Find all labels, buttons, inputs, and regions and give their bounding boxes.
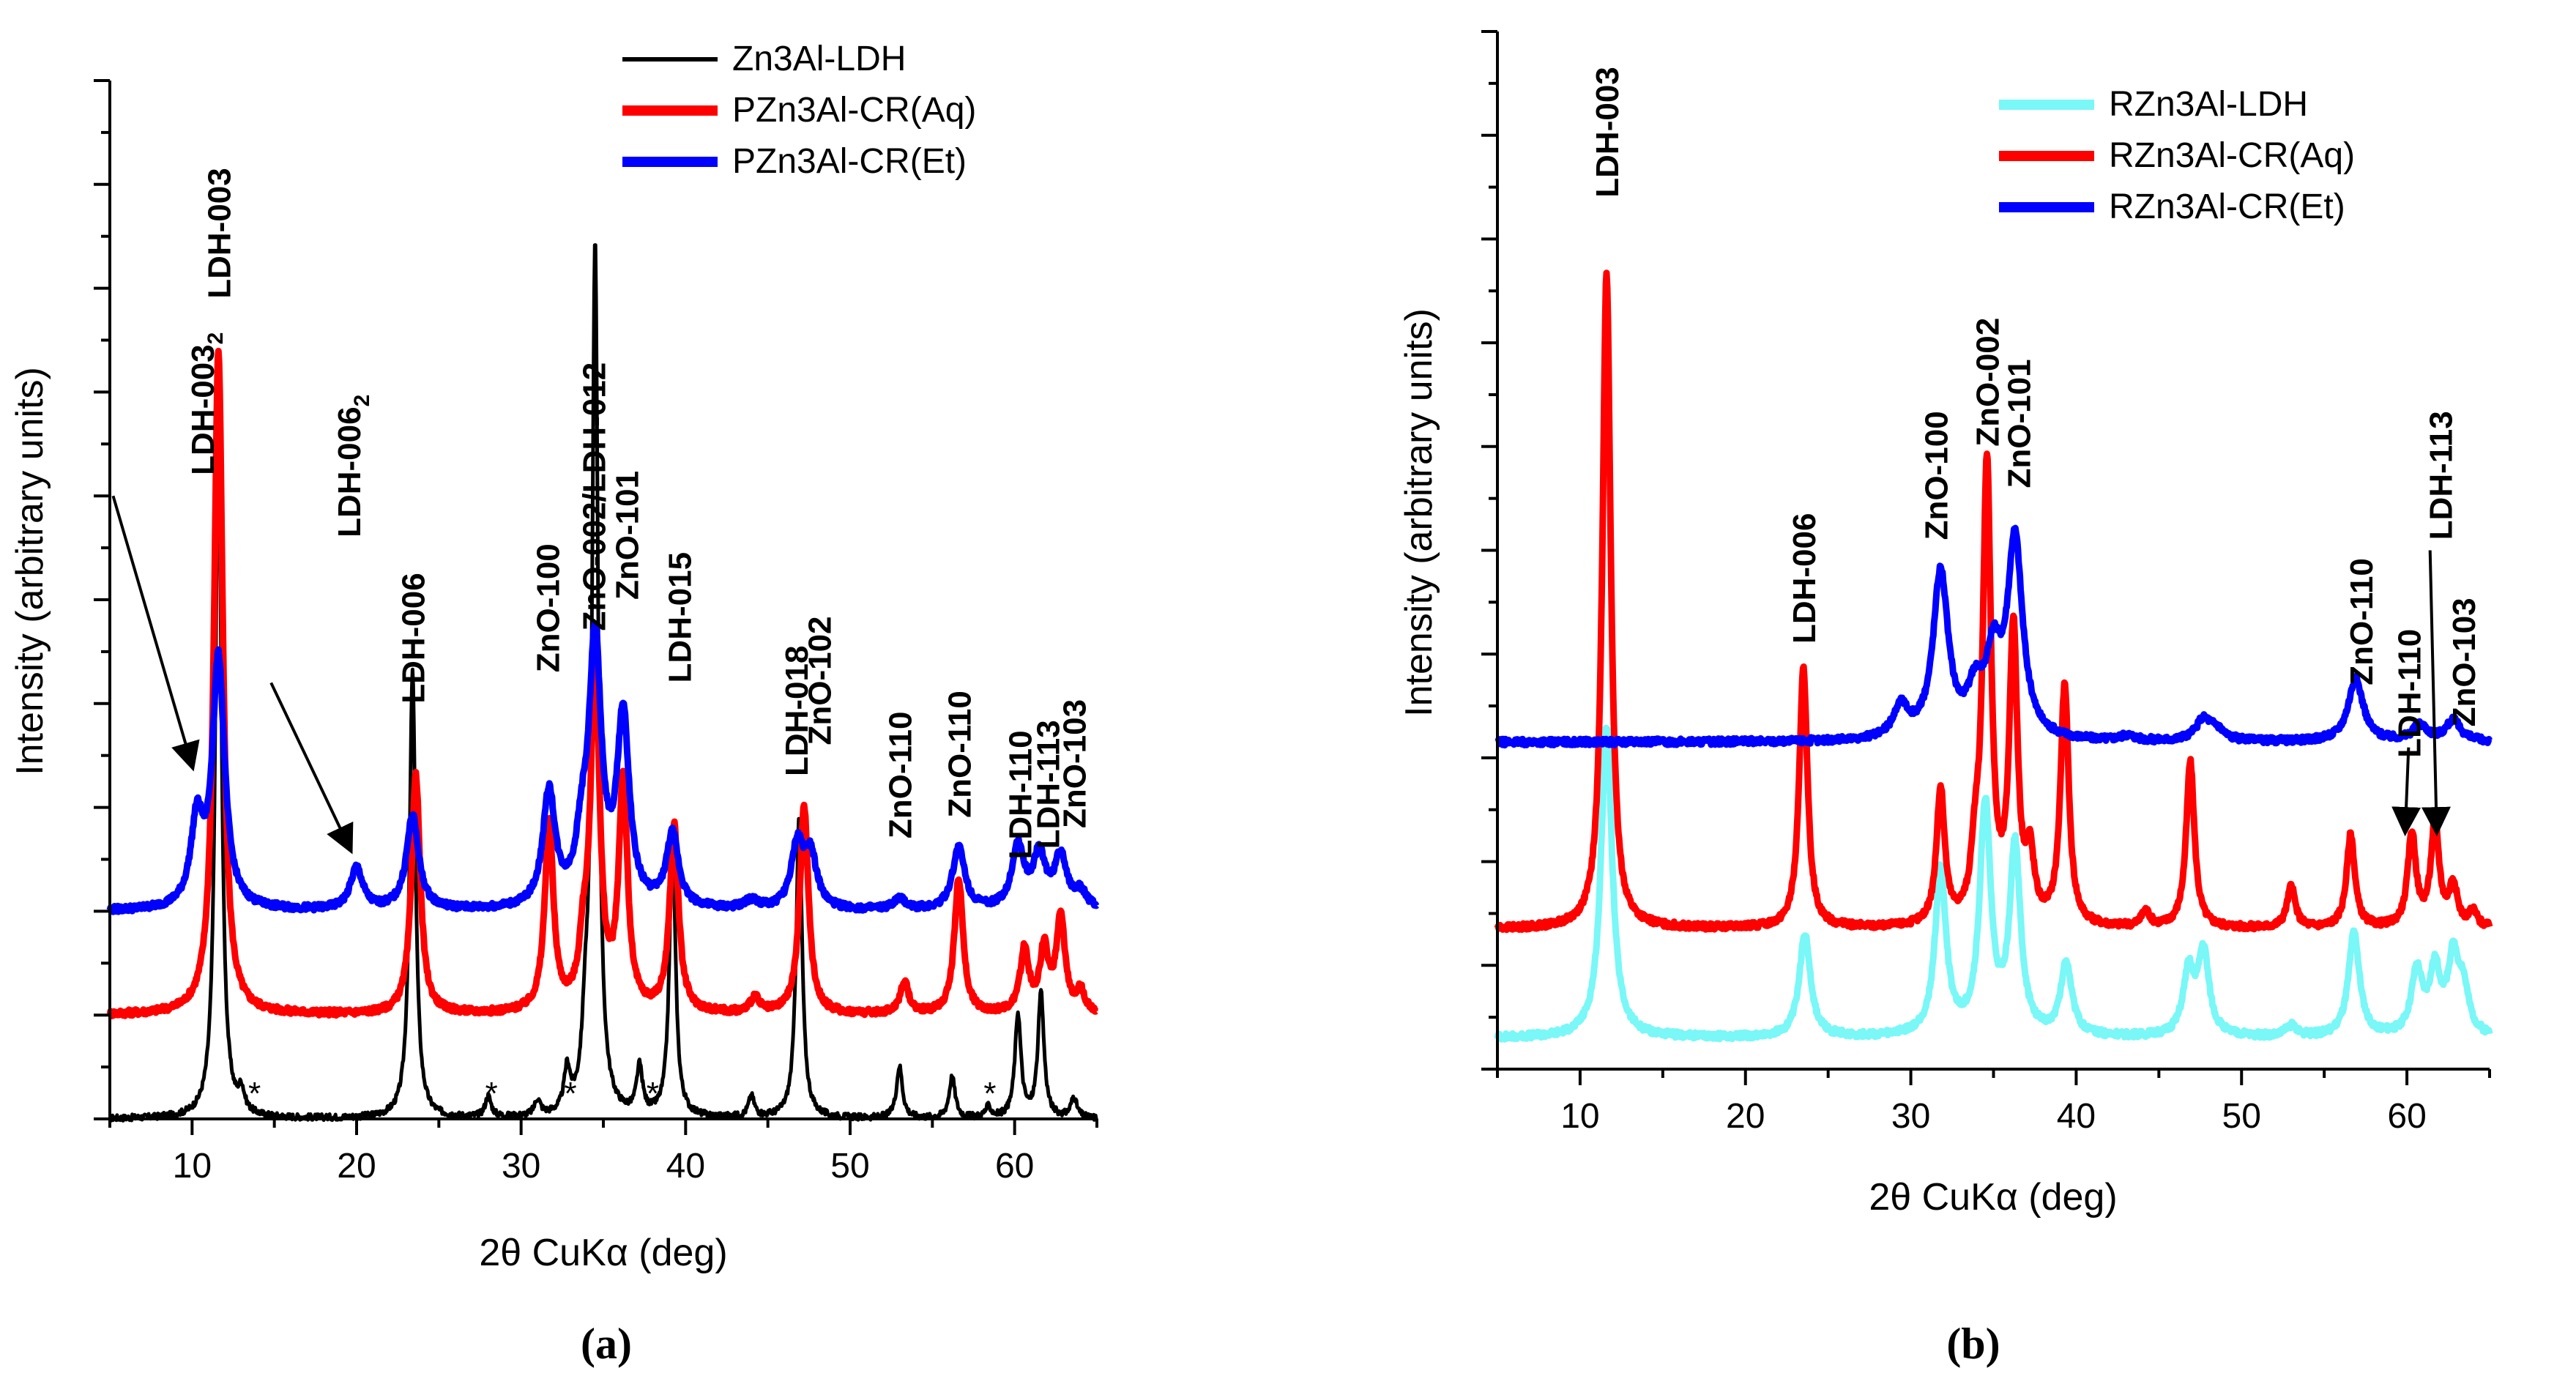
- peak-label: ZnO-101: [2001, 359, 2037, 488]
- peak-label: LDH-113: [2423, 411, 2459, 540]
- x-tick-label: 50: [2222, 1097, 2261, 1136]
- x-tick-label: 60: [995, 1147, 1034, 1186]
- x-tick-label: 40: [2057, 1097, 2096, 1136]
- x-tick-label: 50: [830, 1147, 869, 1186]
- peak-label: ZnO-103: [2446, 598, 2482, 726]
- panel-a: 10 20 30 40 50 60 LDH-0032LDH-003LDH-0062LDH-…: [9, 40, 1100, 1368]
- x-tick-label: 30: [502, 1147, 540, 1186]
- panel-a-x-axis-title: 2θ CuKα (deg): [479, 1232, 727, 1274]
- annotation-arrow: [2391, 747, 2421, 837]
- peak-label: ZnO-110: [2344, 558, 2380, 685]
- peak-label: LDH-003: [1590, 67, 1626, 198]
- panel-b-curves: [1494, 269, 2493, 1043]
- legend-label: PZn3Al-CR(Aq): [732, 91, 976, 130]
- series-curve-2: [106, 347, 1100, 1019]
- legend-label: PZn3Al-CR(Et): [732, 142, 967, 181]
- peak-label-subscript: 2: [350, 395, 374, 407]
- x-tick-label: 60: [2387, 1097, 2426, 1136]
- peak-label: ZnO-101: [609, 471, 645, 600]
- peak-label: ZnO-110: [882, 712, 918, 839]
- impurity-star-marker: *: [248, 1076, 261, 1112]
- annotation-arrow: [111, 495, 200, 772]
- peak-label: LDH-110: [1002, 730, 1038, 859]
- x-tick-label: 20: [337, 1147, 376, 1186]
- peak-label: LDH-113: [1031, 720, 1067, 849]
- panel-b-legend: RZn3Al-LDH RZn3Al-CR(Aq) RZn3Al-CR(Et): [1999, 85, 2355, 226]
- impurity-star-marker: *: [983, 1076, 996, 1112]
- series-curve-2: [1494, 269, 2493, 934]
- legend-label: Zn3Al-LDH: [732, 40, 906, 78]
- panel-a-peak-labels: LDH-0032 LDH-003 LDH-0062 LDH-006 ZnO-100 ZnO…: [111, 168, 1093, 860]
- impurity-star-marker: *: [485, 1076, 498, 1112]
- peak-label: LDH-006: [395, 573, 431, 704]
- x-tick-label: 10: [1560, 1097, 1599, 1136]
- series-curve-1: [108, 243, 1099, 1123]
- x-tick-label: 40: [666, 1147, 705, 1186]
- panel-a-impurity-markers: * * * * *: [248, 1076, 996, 1112]
- panel-a-legend: Zn3Al-LDH PZn3Al-CR(Aq) PZn3Al-CR(Et): [622, 40, 976, 181]
- panel-a-label: (a): [581, 1320, 632, 1368]
- x-tick-label: 10: [173, 1147, 212, 1186]
- annotation-arrow: [2421, 550, 2451, 837]
- peak-label-subscript: 2: [204, 332, 228, 345]
- peak-label: ZnO-103: [1057, 699, 1093, 828]
- series-curve-3: [106, 620, 1100, 915]
- peak-label: ZnO-002/LDH-012: [577, 362, 613, 631]
- panel-a-curves: [106, 243, 1100, 1123]
- panel-b-tick-labels: 10 20 30 40 50 60: [1560, 1097, 2427, 1136]
- series-curve-1: [1494, 724, 2493, 1043]
- legend-label: RZn3Al-LDH: [2109, 85, 2308, 124]
- panel-b: 10 20 30 40 50 60 LDH-003 LDH-006 ZnO-100 ZnO-00…: [1398, 30, 2493, 1368]
- peak-label: ZnO-110: [942, 691, 978, 818]
- panel-a-tick-labels: 10 20 30 40 50 60: [173, 1147, 1035, 1186]
- peak-label: ZnO-100: [1918, 411, 1954, 540]
- x-tick-label: 30: [1891, 1097, 1930, 1136]
- peak-label: ZnO-102: [802, 616, 838, 745]
- legend-label: RZn3Al-CR(Aq): [2109, 136, 2355, 175]
- panel-b-label: (b): [1946, 1320, 2000, 1368]
- impurity-star-marker: *: [565, 1076, 577, 1112]
- impurity-star-marker: *: [647, 1076, 659, 1112]
- peak-label: LDH-110: [2391, 629, 2427, 758]
- peak-label: LDH-015: [662, 552, 698, 683]
- peak-label: LDH-006: [1787, 513, 1823, 644]
- peak-label: LDH-003: [201, 168, 237, 299]
- panel-b-axes: [1481, 30, 2491, 1085]
- panel-b-y-axis-title: Intensity (arbitrary units): [1398, 308, 1440, 717]
- x-tick-label: 20: [1726, 1097, 1765, 1136]
- peak-label: ZnO-002: [1970, 318, 2006, 447]
- annotation-arrow: [269, 682, 354, 855]
- peak-label: LDH-018: [779, 646, 815, 777]
- peak-label: LDH-0032: [185, 332, 228, 475]
- series-curve-3: [1494, 524, 2493, 749]
- panel-b-x-axis-title: 2θ CuKα (deg): [1869, 1176, 2117, 1219]
- panel-a-axes: [94, 79, 1098, 1135]
- peak-label: LDH-0062: [332, 395, 374, 537]
- legend-label: RZn3Al-CR(Et): [2109, 187, 2345, 226]
- peak-label: ZnO-100: [531, 543, 567, 672]
- panel-a-y-axis-title: Intensity (arbitrary units): [9, 367, 51, 775]
